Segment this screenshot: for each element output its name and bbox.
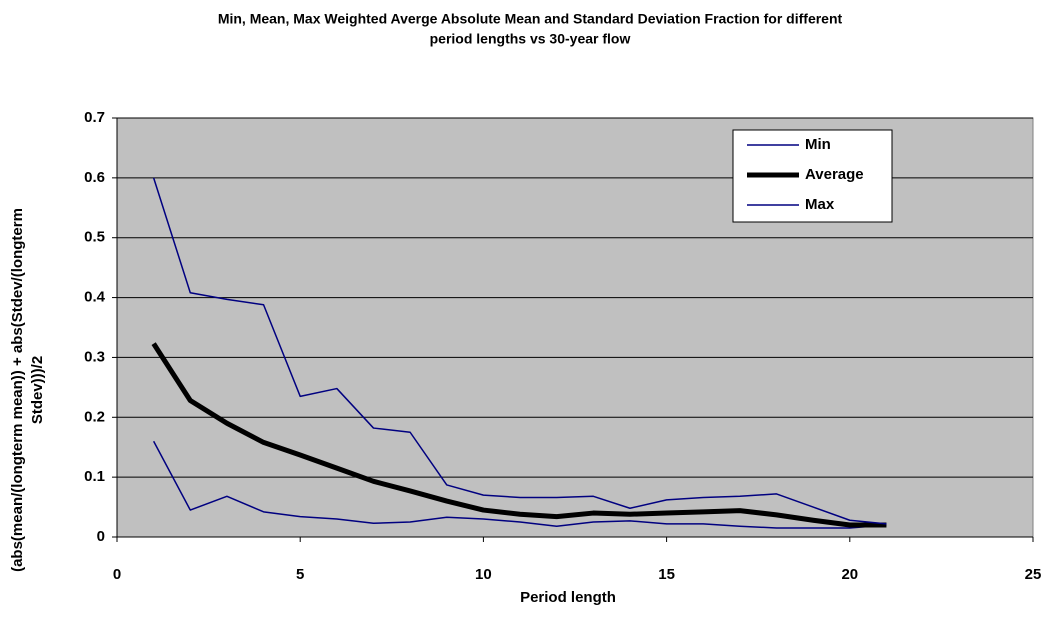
y-tick-label: 0.3	[84, 348, 105, 365]
y-axis-label: Stdev)))/2	[29, 356, 46, 424]
chart-title: period lengths vs 30-year flow	[430, 31, 631, 47]
chart-title: Min, Mean, Max Weighted Averge Absolute …	[218, 11, 843, 27]
legend-label: Min	[805, 136, 831, 153]
y-axis-label: (abs(mean/(longterm mean)) + abs(Stdev/(…	[9, 208, 26, 572]
y-tick-label: 0.7	[84, 109, 105, 126]
x-tick-label: 20	[841, 566, 858, 583]
legend-label: Average	[805, 166, 864, 183]
x-axis-label: Period length	[520, 589, 616, 606]
y-tick-label: 0.6	[84, 169, 105, 186]
y-tick-label: 0.2	[84, 408, 105, 425]
x-tick-label: 5	[296, 566, 304, 583]
y-tick-label: 0.5	[84, 229, 105, 246]
x-tick-label: 15	[658, 566, 675, 583]
legend-label: Max	[805, 196, 835, 213]
x-tick-label: 25	[1025, 566, 1042, 583]
series-line	[152, 440, 887, 529]
y-tick-label: 0.4	[84, 289, 106, 306]
y-tick-label: 0	[97, 528, 105, 545]
x-tick-label: 10	[475, 566, 492, 583]
x-tick-label: 0	[113, 566, 121, 583]
y-tick-label: 0.1	[84, 468, 105, 485]
plot-area	[116, 117, 1034, 538]
series-line	[151, 342, 887, 528]
series-line	[152, 177, 887, 525]
